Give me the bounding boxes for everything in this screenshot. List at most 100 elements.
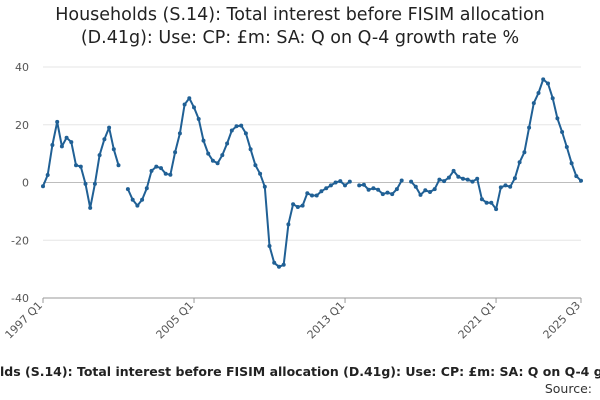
data-point[interactable]	[310, 193, 314, 198]
data-point[interactable]	[305, 191, 310, 196]
data-point[interactable]	[192, 105, 196, 110]
data-point[interactable]	[314, 193, 319, 198]
data-point[interactable]	[546, 81, 550, 86]
data-point[interactable]	[390, 192, 395, 197]
data-point[interactable]	[569, 161, 574, 166]
data-point[interactable]	[357, 183, 362, 188]
data-point[interactable]	[286, 222, 291, 227]
data-point[interactable]	[102, 137, 107, 142]
data-point[interactable]	[503, 183, 508, 188]
data-point[interactable]	[361, 182, 366, 187]
data-point[interactable]	[206, 151, 211, 156]
data-point[interactable]	[239, 123, 244, 128]
data-point[interactable]	[564, 145, 569, 149]
data-point[interactable]	[479, 197, 484, 202]
data-point[interactable]	[437, 177, 442, 182]
data-point[interactable]	[555, 116, 560, 121]
data-point[interactable]	[262, 184, 267, 189]
data-point[interactable]	[55, 119, 60, 124]
data-point[interactable]	[366, 187, 371, 192]
data-point[interactable]	[116, 163, 121, 168]
data-point[interactable]	[413, 184, 418, 189]
data-point[interactable]	[498, 185, 503, 190]
data-point[interactable]	[541, 77, 546, 82]
data-point[interactable]	[248, 147, 253, 152]
data-point[interactable]	[267, 244, 272, 248]
data-point[interactable]	[177, 131, 182, 136]
data-point[interactable]	[508, 184, 513, 189]
data-point[interactable]	[512, 176, 517, 181]
data-point[interactable]	[201, 138, 206, 143]
data-point[interactable]	[45, 173, 50, 177]
data-point[interactable]	[461, 176, 465, 181]
data-point[interactable]	[333, 180, 338, 185]
data-point[interactable]	[229, 128, 234, 133]
data-point[interactable]	[74, 163, 78, 168]
data-point[interactable]	[475, 176, 480, 181]
data-point[interactable]	[258, 171, 263, 176]
data-point[interactable]	[291, 202, 296, 207]
data-point[interactable]	[399, 178, 404, 183]
data-point[interactable]	[272, 260, 277, 265]
data-point[interactable]	[210, 158, 215, 163]
data-point[interactable]	[234, 124, 239, 129]
data-point[interactable]	[338, 179, 343, 184]
data-point[interactable]	[97, 153, 102, 158]
data-point[interactable]	[409, 179, 414, 184]
data-point[interactable]	[550, 96, 555, 101]
data-point[interactable]	[107, 125, 112, 130]
data-point[interactable]	[579, 178, 583, 183]
data-point[interactable]	[168, 172, 173, 177]
data-point[interactable]	[347, 179, 352, 184]
data-point[interactable]	[64, 135, 69, 140]
data-point[interactable]	[451, 168, 456, 173]
data-point[interactable]	[92, 181, 97, 186]
data-point[interactable]	[88, 205, 93, 210]
data-point[interactable]	[536, 91, 541, 95]
data-point[interactable]	[300, 203, 305, 208]
data-point[interactable]	[253, 163, 258, 168]
data-point[interactable]	[489, 200, 494, 205]
data-point[interactable]	[423, 188, 428, 193]
data-point[interactable]	[196, 117, 201, 121]
data-point[interactable]	[140, 197, 145, 202]
data-point[interactable]	[111, 147, 116, 152]
data-point[interactable]	[149, 168, 154, 173]
data-point[interactable]	[465, 177, 470, 182]
data-point[interactable]	[225, 141, 230, 146]
data-point[interactable]	[522, 150, 527, 155]
data-point[interactable]	[295, 205, 300, 209]
data-point[interactable]	[324, 186, 329, 191]
data-point[interactable]	[215, 161, 220, 166]
data-point[interactable]	[574, 174, 579, 179]
data-point[interactable]	[41, 184, 45, 189]
data-point[interactable]	[243, 131, 248, 136]
data-point[interactable]	[432, 187, 437, 192]
data-point[interactable]	[560, 130, 565, 134]
data-point[interactable]	[159, 166, 163, 171]
data-point[interactable]	[527, 125, 532, 130]
data-point[interactable]	[59, 144, 64, 149]
data-point[interactable]	[394, 187, 399, 192]
data-point[interactable]	[531, 101, 536, 106]
data-point[interactable]	[418, 192, 423, 197]
data-point[interactable]	[385, 190, 390, 195]
data-point[interactable]	[125, 187, 130, 192]
data-point[interactable]	[173, 150, 178, 155]
data-point[interactable]	[319, 189, 324, 194]
data-point[interactable]	[144, 186, 149, 191]
data-point[interactable]	[484, 200, 489, 205]
data-point[interactable]	[187, 96, 192, 101]
data-point[interactable]	[446, 175, 451, 180]
data-point[interactable]	[83, 181, 88, 186]
data-point[interactable]	[376, 187, 381, 192]
data-point[interactable]	[182, 102, 187, 107]
data-point[interactable]	[130, 197, 135, 202]
data-point[interactable]	[456, 174, 461, 179]
data-point[interactable]	[442, 179, 447, 184]
data-point[interactable]	[517, 160, 522, 165]
data-point[interactable]	[470, 179, 475, 184]
data-point[interactable]	[281, 262, 286, 267]
data-point[interactable]	[428, 190, 432, 194]
data-point[interactable]	[371, 186, 376, 191]
